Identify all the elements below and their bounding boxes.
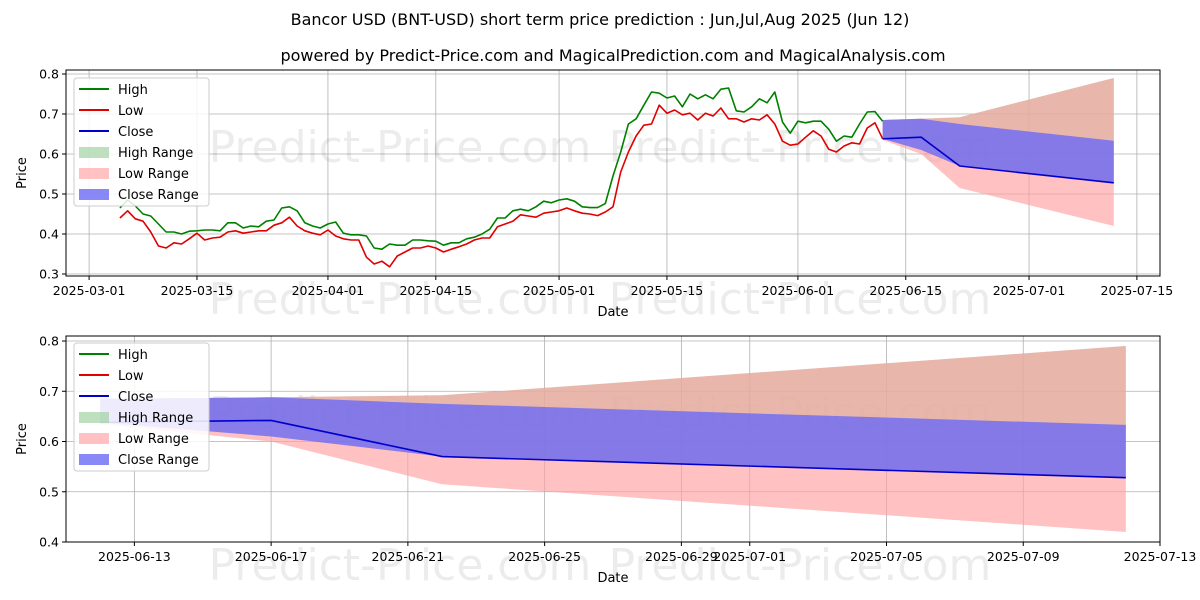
watermark: Predict-Price.com <box>209 540 592 591</box>
y-tick-label: 0.5 <box>39 187 59 202</box>
y-tick-label: 0.7 <box>39 384 59 399</box>
main-title: Bancor USD (BNT-USD) short term price pr… <box>291 10 910 29</box>
y-axis-label: Price <box>15 423 30 455</box>
top-chart-panel: 2025-03-01 2025-03-15 2025-04-01 2025-04-15… <box>15 67 1173 326</box>
x-tick-label: 2025-03-15 <box>161 283 234 298</box>
x-tick-label: 2025-06-15 <box>869 283 942 298</box>
y-axis-label: Price <box>15 157 30 189</box>
x-tick-label: 2025-06-17 <box>235 549 308 564</box>
subtitle: powered by Predict-Price.com and Magical… <box>280 46 945 65</box>
x-tick-label: 2025-07-15 <box>1101 283 1174 298</box>
close-range-band <box>882 118 1114 183</box>
legend-swatch <box>79 412 109 423</box>
x-tick-label: 2025-06-01 <box>762 283 835 298</box>
legend-label: High <box>118 348 148 363</box>
x-axis-label: Date <box>597 571 628 586</box>
plot-area <box>119 78 1114 268</box>
high-series-line <box>119 87 884 250</box>
y-tick-label: 0.6 <box>39 147 59 162</box>
watermark: Predict-Price.com <box>609 274 992 325</box>
x-tick-label: 2025-06-13 <box>98 549 171 564</box>
legend-swatch <box>79 147 109 158</box>
y-tick-label: 0.3 <box>39 267 59 282</box>
legend-label: Low Range <box>118 167 189 182</box>
x-axis-label: Date <box>597 305 628 320</box>
x-tick-label: 2025-03-01 <box>53 283 126 298</box>
close-series-line <box>882 136 1114 184</box>
y-tick-label: 0.8 <box>39 67 59 82</box>
legend-swatch <box>79 454 109 465</box>
x-tick-label: 2025-04-01 <box>292 283 365 298</box>
watermark: Predict-Price.com <box>609 540 992 591</box>
legend-label: Close Range <box>118 453 199 468</box>
axes-frame <box>65 69 1161 277</box>
legend: High Low Close High Range Low Range Close Ran… <box>73 77 210 207</box>
x-tick-label: 2025-07-13 <box>1124 549 1197 564</box>
legend-label: High <box>118 83 148 98</box>
legend-label: High Range <box>118 146 193 161</box>
watermark: Predict-Price.com <box>209 274 592 325</box>
legend: High Low Close High Range Low Range Close Ran… <box>73 342 210 472</box>
legend-swatch <box>79 189 109 200</box>
legend-label: Close <box>118 390 153 405</box>
x-tick-label: 2025-06-29 <box>645 549 718 564</box>
y-tick-label: 0.4 <box>39 227 59 242</box>
legend-swatch <box>79 433 109 444</box>
plot-area <box>100 346 1126 532</box>
x-tick-label: 2025-07-05 <box>850 549 923 564</box>
legend-label: Low Range <box>118 432 189 447</box>
legend-label: Low <box>118 104 144 119</box>
legend-swatch <box>79 168 109 179</box>
bottom-chart-panel: 2025-06-13 2025-06-17 2025-06-21 2025-06-25… <box>15 334 1196 591</box>
x-tick-label: 2025-07-01 <box>993 283 1066 298</box>
axes-frame <box>65 335 1161 543</box>
close-range-band <box>100 397 1126 478</box>
legend-label: Close <box>118 125 153 140</box>
y-tick-label: 0.6 <box>39 434 59 449</box>
x-tick-label: 2025-07-09 <box>987 549 1060 564</box>
watermark: Predict-Price.com <box>209 122 592 173</box>
low-series-line <box>119 104 884 268</box>
y-tick-label: 0.8 <box>39 334 59 349</box>
x-tick-label: 2025-07-01 <box>713 549 786 564</box>
y-tick-label: 0.4 <box>39 535 59 550</box>
x-tick-label: 2025-05-01 <box>523 283 596 298</box>
y-tick-label: 0.7 <box>39 107 59 122</box>
x-tick-label: 2025-04-15 <box>399 283 472 298</box>
x-tick-label: 2025-06-21 <box>372 549 445 564</box>
legend-label: Low <box>118 369 144 384</box>
y-tick-label: 0.5 <box>39 484 59 499</box>
x-tick-label: 2025-05-15 <box>631 283 704 298</box>
x-tick-label: 2025-06-25 <box>508 549 581 564</box>
legend-label: High Range <box>118 411 193 426</box>
legend-label: Close Range <box>118 188 199 203</box>
